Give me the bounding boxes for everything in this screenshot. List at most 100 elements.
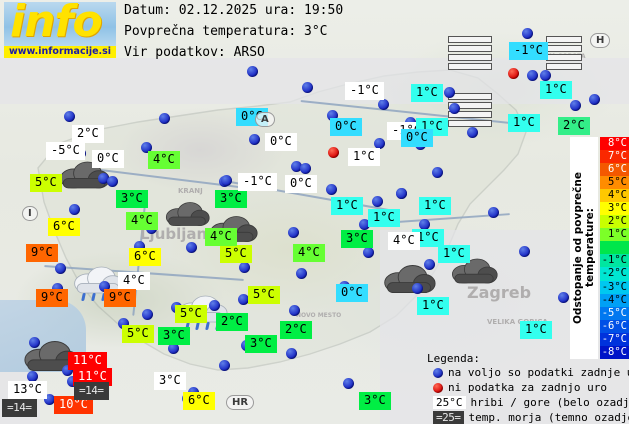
temperature-label: 1°C: [417, 297, 449, 315]
scale-row: 3°C: [600, 202, 629, 216]
temperature-label: 3°C: [245, 335, 277, 353]
temperature-deviation-scale: Odstopanje od povprečne temperature: 8°C…: [570, 137, 629, 359]
temperature-label: 3°C: [341, 230, 373, 248]
temperature-label: 9°C: [36, 289, 68, 307]
station-dot-available: [142, 309, 153, 320]
scale-row: 6°C: [600, 163, 629, 177]
scale-row: 4°C: [600, 189, 629, 203]
station-dot-available: [326, 184, 337, 195]
scale-row: 7°C: [600, 150, 629, 164]
sea-temperature-label: =14=: [74, 382, 109, 400]
weather-icon-cloud-dark: [450, 256, 498, 286]
temperature-label: -1°C: [509, 42, 548, 60]
header-data-source: Vir podatkov: ARSO: [124, 45, 265, 60]
legend: Legenda: na voljo so podatki zadnje ure n…: [427, 352, 629, 424]
station-dot-available: [44, 394, 55, 405]
station-dot-available: [288, 227, 299, 238]
scale-row: -4°C: [600, 293, 629, 307]
scale-row: -5°C: [600, 306, 629, 320]
station-dot-available: [99, 281, 110, 292]
station-dot-available: [291, 161, 302, 172]
temperature-label: 13°C: [8, 381, 47, 399]
temperature-label: 6°C: [48, 218, 80, 236]
station-dot-available: [374, 138, 385, 149]
temperature-label: 2°C: [558, 117, 590, 135]
legend-red-dot-icon: [433, 382, 443, 393]
weather-icon-cloud-dark: [164, 199, 210, 229]
temperature-label: 5°C: [220, 245, 252, 263]
station-dot-available: [372, 196, 383, 207]
weather-icon-fog: [448, 36, 492, 70]
scale-row: -1°C: [600, 254, 629, 268]
temperature-label: 1°C: [520, 321, 552, 339]
temperature-label: 3°C: [154, 372, 186, 390]
station-dot-available: [64, 111, 75, 122]
station-dot-available: [98, 173, 109, 184]
temperature-label: 4°C: [293, 244, 325, 262]
temperature-label: -1°C: [238, 173, 277, 191]
legend-row-text: ni podatka za zadnjo uro: [448, 381, 607, 394]
station-dot-available: [432, 167, 443, 178]
scale-row: 1°C: [600, 228, 629, 242]
scale-gradient-bar: 8°C 7°C 6°C 5°C 4°C 3°C 2°C 1°C -1°C -2°C -3°C -4°C…: [600, 137, 629, 359]
temperature-label: 0°C: [92, 150, 124, 168]
station-dot-available: [289, 305, 300, 316]
temperature-label: 0°C: [330, 118, 362, 136]
station-dot-available: [221, 175, 232, 186]
site-logo[interactable]: info www.informacije.si: [4, 2, 116, 58]
legend-mountain-chip: 25°C: [433, 396, 466, 409]
legend-row-text: temp. morja (temno ozadje): [468, 411, 629, 424]
station-dot-available: [219, 360, 230, 371]
station-dot-available: [378, 99, 389, 110]
station-dot-available: [300, 163, 311, 174]
temperature-label: 6°C: [129, 248, 161, 266]
logo-site-url: www.informacije.si: [4, 46, 116, 58]
station-dot-available: [247, 66, 258, 77]
station-dot-available: [522, 28, 533, 39]
temperature-label: 4°C: [205, 228, 237, 246]
station-dot-available: [141, 142, 152, 153]
temperature-label: 11°C: [68, 352, 107, 370]
scale-row: 8°C: [600, 137, 629, 151]
logo-wordmark: info: [10, 2, 103, 47]
temperature-label: 4°C: [388, 232, 420, 250]
station-dot-available: [570, 100, 581, 111]
temperature-label: 1°C: [331, 197, 363, 215]
station-dot-available: [249, 134, 260, 145]
scale-row: -2°C: [600, 267, 629, 281]
legend-row: =25= temp. morja (temno ozadje): [433, 411, 629, 424]
header-average-temperature: Povprečna temperatura: 3°C: [124, 24, 328, 39]
country-code-marker: H: [590, 33, 611, 48]
legend-row-text: hribi / gore (belo ozadje): [470, 396, 629, 409]
station-dot-available: [343, 378, 354, 389]
station-dot-available: [424, 259, 435, 270]
temperature-label: 1°C: [411, 84, 443, 102]
station-dot-available: [62, 365, 73, 376]
legend-sea-chip: =25=: [433, 411, 464, 424]
temperature-label: 1°C: [368, 209, 400, 227]
station-dot-available: [29, 337, 40, 348]
scale-row: 5°C: [600, 176, 629, 190]
temperature-label: 4°C: [118, 272, 150, 290]
scale-row: -6°C: [600, 319, 629, 333]
station-dot-available: [286, 348, 297, 359]
station-dot-available: [589, 94, 600, 105]
temperature-label: 3°C: [359, 392, 391, 410]
temperature-label: 3°C: [215, 190, 247, 208]
scale-row: [600, 241, 629, 255]
temperature-label: 10°C: [54, 396, 93, 414]
temperature-label: 1°C: [412, 229, 444, 247]
header-datetime: Datum: 02.12.2025 ura: 19:50: [124, 3, 344, 18]
temperature-label: 4°C: [126, 212, 158, 230]
station-dot-available: [67, 376, 78, 387]
station-dot-no-data: [508, 68, 519, 79]
temperature-label: 1°C: [540, 81, 572, 99]
temperature-label: 2°C: [216, 313, 248, 331]
sea-temperature-label: =14=: [2, 399, 37, 417]
station-dot-available: [296, 268, 307, 279]
temperature-label: 3°C: [158, 327, 190, 345]
legend-row-text: na voljo so podatki zadnje ure: [448, 366, 629, 379]
temperature-label: 0°C: [401, 129, 433, 147]
station-dot-available: [27, 371, 38, 382]
temperature-label: 1°C: [508, 114, 540, 132]
